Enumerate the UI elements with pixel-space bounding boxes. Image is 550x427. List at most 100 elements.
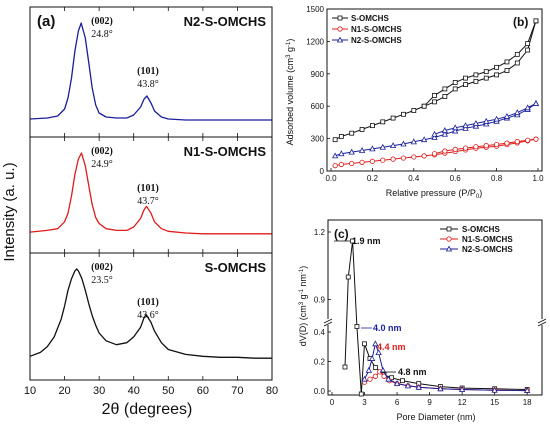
series-label-n1-s-omchs: N1-S-OMCHS [184, 144, 267, 159]
x-tick-label: 0 [330, 398, 335, 407]
data-point-s-omchs [390, 115, 396, 121]
panel-c-ylabel: dV(D) (cm3 g-1 nm-1) [298, 266, 308, 347]
xrd-curve-n2-s-omchs [29, 22, 272, 121]
data-point-n1-s-omchs [462, 145, 469, 151]
data-point-n2-s-omchs [441, 127, 449, 133]
data-point-n2-s-omchs [437, 385, 444, 392]
x-tick-label: 70 [231, 385, 243, 397]
y-tick-label: 1500 [306, 5, 324, 14]
y-tick-label: 600 [311, 102, 325, 111]
data-point-n2-s-omchs [483, 117, 490, 124]
panel-b-frame [326, 8, 543, 172]
x-tick-label: 18 [523, 398, 532, 407]
data-point-s-omchs [452, 86, 458, 92]
data-point-s-omchs [525, 47, 531, 53]
data-point-n1-s-omchs [372, 373, 378, 379]
x-tick-label: 10 [24, 385, 36, 397]
isotherm-adsorption-n2-s-omchs [334, 103, 537, 157]
data-point-n2-s-omchs [404, 382, 412, 389]
legend-label-n1-s-omchs: N1-S-OMCHS [462, 235, 513, 244]
peak-angle-label: 24.9° [91, 159, 113, 170]
data-point-n1-s-omchs [452, 146, 458, 152]
annotation-4-8-nm: 4.8 nm [398, 367, 427, 377]
axis-break-slash [323, 318, 333, 324]
x-tick-label: 20 [58, 385, 70, 397]
legend-label-n1-s-omchs: N1-S-OMCHS [351, 25, 402, 34]
annotation-4-4-nm: 4.4 nm [377, 342, 406, 352]
data-point-n2-s-omchs [389, 142, 397, 149]
data-point-n2-s-omchs [393, 380, 401, 387]
axis-break-slash [323, 321, 333, 327]
data-point-n2-s-omchs [452, 124, 459, 131]
data-point-s-omchs [332, 137, 338, 143]
data-point-n2-s-omchs [524, 104, 531, 111]
data-point-n1-s-omchs [390, 156, 396, 162]
data-point-s-omchs [442, 86, 448, 92]
xrd-subpanel-frame [29, 252, 273, 381]
panel-c-frame [327, 219, 543, 396]
data-point-s-omchs [345, 274, 351, 280]
legend-label-n2-s-omchs: N2-S-OMCHS [462, 245, 513, 254]
data-point-s-omchs [354, 324, 360, 329]
legend-marker-n2-s-omchs [336, 36, 344, 43]
data-point-s-omchs [432, 99, 437, 105]
data-point-n2-s-omchs [472, 120, 480, 126]
data-point-n2-s-omchs [400, 140, 407, 147]
data-point-s-omchs [473, 78, 479, 84]
data-point-n2-s-omchs [338, 150, 345, 157]
panel-c-label: (c) [334, 227, 349, 241]
peak-hkl-label: (002) [91, 262, 113, 273]
data-point-n1-s-omchs [369, 158, 375, 164]
data-point-s-omchs [349, 130, 355, 136]
data-point-s-omchs [369, 123, 375, 129]
data-point-n1-s-omchs [359, 159, 365, 165]
panel-c-xlabel: Pore Diameter (nm) [396, 412, 475, 422]
data-point-s-omchs [421, 103, 427, 109]
peak-angle-label: 43.7° [137, 196, 159, 207]
data-point-n1-s-omchs [483, 143, 489, 149]
data-point-n1-s-omchs [473, 144, 479, 150]
panel-a-xrd: N2-S-OMCHS (002) 24.8° (101) 43.8° N1-S-OMCHS… [1, 6, 278, 418]
x-tick-label: 0.0 [325, 174, 337, 183]
data-point-n2-s-omchs [348, 148, 355, 155]
data-point-n2-s-omchs [514, 109, 521, 116]
data-point-n2-s-omchs [368, 355, 376, 361]
y-tick-label: 0.4 [314, 328, 326, 337]
y-tick-label: 0.2 [314, 358, 326, 367]
x-tick-label: 3 [362, 398, 367, 407]
panel-b-xlabel: Relative pressure (P/P0) [386, 188, 482, 200]
x-tick-label: 1.0 [532, 174, 544, 183]
data-point-n2-s-omchs [493, 115, 500, 122]
panel-c-pore-distribution: 0 3 6 9 12 15 18 0.0 0.2 0.4 0.9 1.2 (c) S-OMCHSN1-… [298, 219, 547, 422]
data-point-n1-s-omchs [431, 151, 438, 157]
series-label-s-omchs: S-OMCHS [205, 260, 267, 275]
x-tick-label: 60 [197, 385, 209, 397]
axis-break-gap [324, 319, 332, 325]
data-point-n1-s-omchs [411, 154, 417, 160]
legend-marker-n1-s-omchs [446, 236, 452, 242]
y-tick-label: 900 [311, 70, 325, 79]
axis-break-gap [538, 319, 546, 325]
xrd-curve-n1-s-omchs [29, 152, 272, 235]
data-point-n2-s-omchs [365, 366, 373, 373]
data-point-s-omchs [359, 127, 365, 132]
legend-marker-n1-s-omchs [337, 26, 343, 32]
data-point-n1-s-omchs [533, 136, 539, 142]
data-point-n2-s-omchs [462, 122, 469, 129]
x-tick-label: 80 [266, 385, 278, 397]
legend-marker-s-omchs [446, 226, 452, 232]
data-point-n2-s-omchs [410, 138, 417, 145]
x-tick-label: 0.2 [367, 174, 379, 183]
data-point-s-omchs [463, 75, 468, 81]
data-point-n2-s-omchs [379, 143, 386, 150]
data-point-s-omchs [342, 364, 348, 370]
data-point-n2-s-omchs [452, 127, 459, 134]
data-point-s-omchs [463, 82, 468, 87]
data-point-n1-s-omchs [421, 153, 427, 159]
legend-marker-n2-s-omchs [445, 245, 453, 252]
data-point-s-omchs [400, 378, 405, 384]
axis-break-slash [537, 321, 547, 327]
legend-label-n2-s-omchs: N2-S-OMCHS [351, 36, 402, 45]
data-point-n2-s-omchs [385, 375, 392, 382]
